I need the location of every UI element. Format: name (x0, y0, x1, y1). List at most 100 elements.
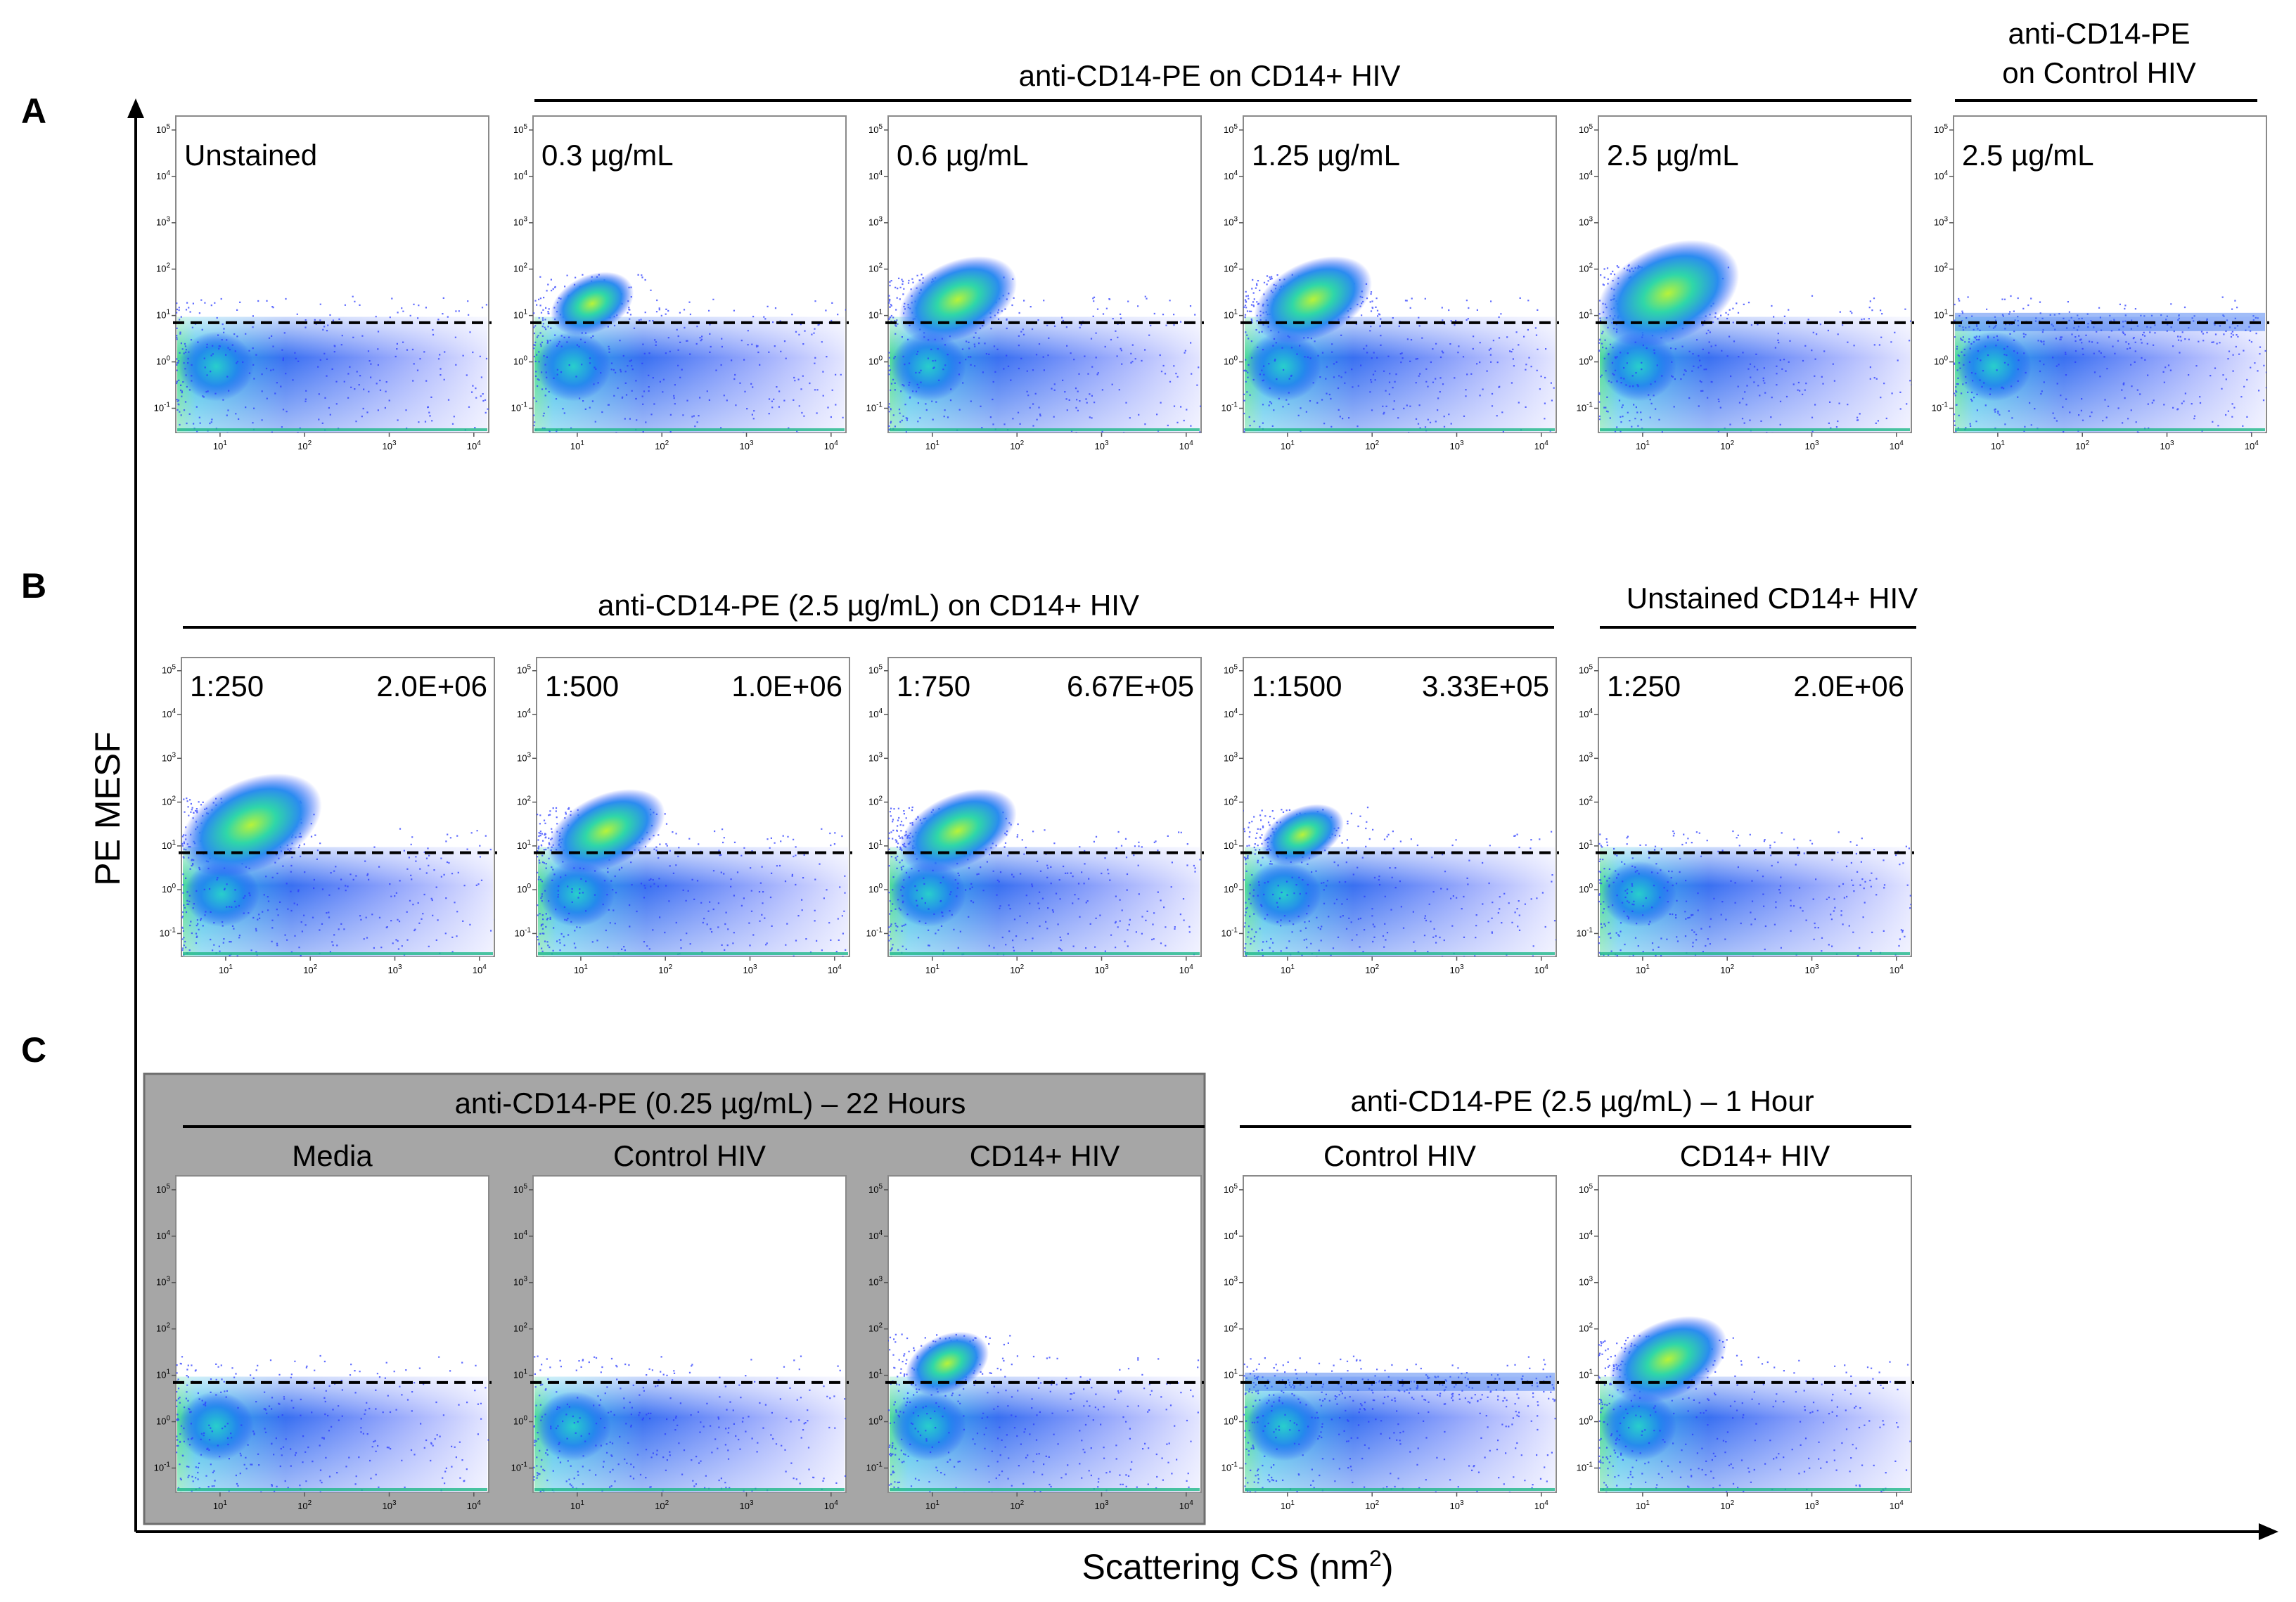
y-tick-label: 100 (868, 883, 883, 895)
panel-label: 0.6 µg/mL (897, 139, 1029, 172)
panel-title: CD14+ HIV (970, 1139, 1120, 1172)
x-tick-label: 104 (467, 440, 481, 451)
y-tick-label: 101 (868, 309, 883, 321)
x-tick-label: 102 (1720, 963, 1734, 975)
panel-label: 1:250 (1607, 669, 1681, 703)
y-tick-label: 100 (1934, 355, 1948, 367)
y-tick-label: 10-1 (866, 402, 883, 414)
x-tick-label: 101 (1991, 440, 2005, 451)
panel-label: 1:1500 (1252, 669, 1342, 703)
y-tick-label: 10-1 (1577, 1461, 1593, 1473)
x-axis-strip (890, 428, 1200, 431)
density-plot (537, 788, 848, 956)
x-axis-strip (538, 952, 848, 955)
y-tick-label: 10-1 (1577, 402, 1593, 414)
scatter-panel: 10-1 100 101 102 103 104 105 101 102 103 104 2.5 µg… (1577, 115, 1914, 451)
y-tick-label: 100 (868, 355, 883, 367)
x-tick-label: 102 (1720, 440, 1734, 451)
density-plot (1598, 830, 1911, 956)
y-tick-label: 102 (156, 262, 170, 274)
y-tick-label: 102 (1579, 1322, 1593, 1334)
y-tick-label: 10-1 (154, 402, 171, 414)
y-tick-label: 100 (517, 883, 531, 895)
y-tick-label: 102 (1579, 262, 1593, 274)
x-tick-label: 104 (2245, 440, 2259, 451)
x-tick-label: 104 (1890, 1499, 1904, 1511)
y-tick-label: 101 (1224, 1369, 1238, 1380)
panel-label: 2.5 µg/mL (1607, 139, 1739, 172)
x-axis-strip (183, 952, 493, 955)
header-a-control-hiv-line2: on Control HIV (2002, 56, 2195, 89)
density-plot (176, 1354, 489, 1492)
density-plot (176, 295, 489, 432)
header-c-1h: anti-CD14-PE (2.5 µg/mL) – 1 Hour (1350, 1084, 1814, 1117)
density-plot (888, 1331, 1200, 1492)
y-tick-label: 101 (156, 1369, 170, 1380)
panel-label: 0.3 µg/mL (541, 139, 674, 172)
y-tick-label: 105 (162, 664, 176, 676)
y-tick-label: 100 (868, 1415, 883, 1427)
density-plot (1243, 804, 1556, 956)
x-axis-strip (1245, 1488, 1555, 1491)
density-plot (1243, 1355, 1556, 1492)
x-tick-label: 104 (828, 963, 842, 975)
x-tick-label: 103 (1449, 440, 1463, 451)
main-axes (127, 98, 2278, 1540)
x-tick-label: 101 (1281, 440, 1295, 451)
panel-title: Control HIV (1323, 1139, 1476, 1172)
y-tick-label: 104 (868, 707, 883, 719)
scatter-panel: 10-1 100 101 102 103 104 105 101 102 103 104 CD14+ … (866, 1139, 1204, 1511)
header-a-cd14-hiv: anti-CD14-PE on CD14+ HIV (1019, 59, 1401, 92)
event-dots (533, 1355, 846, 1492)
x-tick-label: 101 (1636, 963, 1650, 975)
base-core (535, 1391, 611, 1461)
density-plot (888, 256, 1201, 432)
x-tick-label: 104 (824, 1499, 838, 1511)
base-core (890, 331, 966, 402)
y-tick-label: 101 (868, 839, 883, 851)
x-tick-label: 104 (1179, 440, 1193, 451)
y-tick-label: 104 (162, 707, 176, 719)
x-tick-label: 103 (2160, 440, 2174, 451)
y-tick-label: 105 (517, 664, 531, 676)
y-tick-label: 104 (1579, 1229, 1593, 1241)
scatter-panel: 10-1 100 101 102 103 104 105 101 102 103 104 1:1500… (1221, 657, 1559, 975)
x-axis-strip (1600, 952, 1910, 955)
panel-label: 1:250 (190, 669, 264, 703)
mesf-value: 2.0E+06 (1793, 669, 1904, 703)
x-tick-label: 103 (1094, 440, 1108, 451)
y-tick-label: 102 (517, 795, 531, 807)
x-axis-strip (890, 1488, 1200, 1491)
y-tick-label: 10-1 (1221, 402, 1238, 414)
base-core (890, 1391, 966, 1461)
x-tick-label: 102 (655, 1499, 669, 1511)
mesf-value: 2.0E+06 (376, 669, 487, 703)
density-plot (1598, 1316, 1911, 1492)
y-tick-label: 104 (1224, 169, 1238, 181)
x-tick-label: 103 (382, 1499, 396, 1511)
density-plot (533, 1355, 846, 1492)
stained-population (181, 773, 322, 877)
x-tick-label: 104 (1179, 963, 1193, 975)
x-tick-label: 101 (1636, 1499, 1650, 1511)
y-tick-label: 101 (1579, 1369, 1593, 1380)
y-tick-label: 100 (156, 1415, 170, 1427)
x-tick-label: 103 (1449, 963, 1463, 975)
y-tick-label: 104 (1579, 169, 1593, 181)
mesf-value: 6.67E+05 (1067, 669, 1194, 703)
scatter-panel: 10-1 100 101 102 103 104 105 101 102 103 104 1:250 2… (1577, 657, 1914, 975)
x-tick-label: 104 (473, 963, 487, 975)
x-tick-label: 101 (570, 1499, 584, 1511)
scatter-panel: 10-1 100 101 102 103 104 105 101 102 103 104 CD14+ … (1577, 1139, 1914, 1511)
y-tick-label: 10-1 (1577, 926, 1593, 938)
scatter-panel: 10-1 100 101 102 103 104 105 101 102 103 104 0.3 µg… (511, 115, 849, 451)
y-tick-label: 102 (1224, 795, 1238, 807)
x-axis-strip (890, 952, 1200, 955)
y-tick-label: 10-1 (1932, 402, 1949, 414)
x-tick-label: 101 (1281, 963, 1295, 975)
y-tick-label: 103 (513, 1276, 527, 1288)
x-axis-strip (1245, 952, 1555, 955)
panel-label: 2.5 µg/mL (1962, 139, 2094, 172)
panel-label: 1:750 (897, 669, 970, 703)
